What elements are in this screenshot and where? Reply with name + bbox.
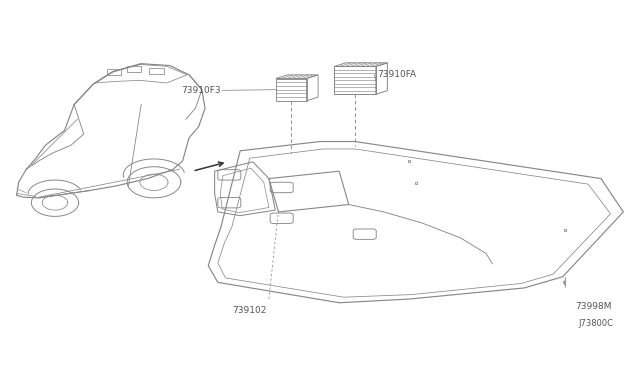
Bar (150, 68, 164, 74)
Text: 739102: 739102 (232, 307, 267, 315)
Text: 73998M: 73998M (575, 302, 612, 311)
Bar (107, 69, 121, 75)
Text: J73800C: J73800C (579, 319, 614, 328)
Text: 73910FA: 73910FA (378, 70, 417, 79)
Bar (127, 66, 141, 72)
Text: 73910F3: 73910F3 (181, 86, 221, 95)
